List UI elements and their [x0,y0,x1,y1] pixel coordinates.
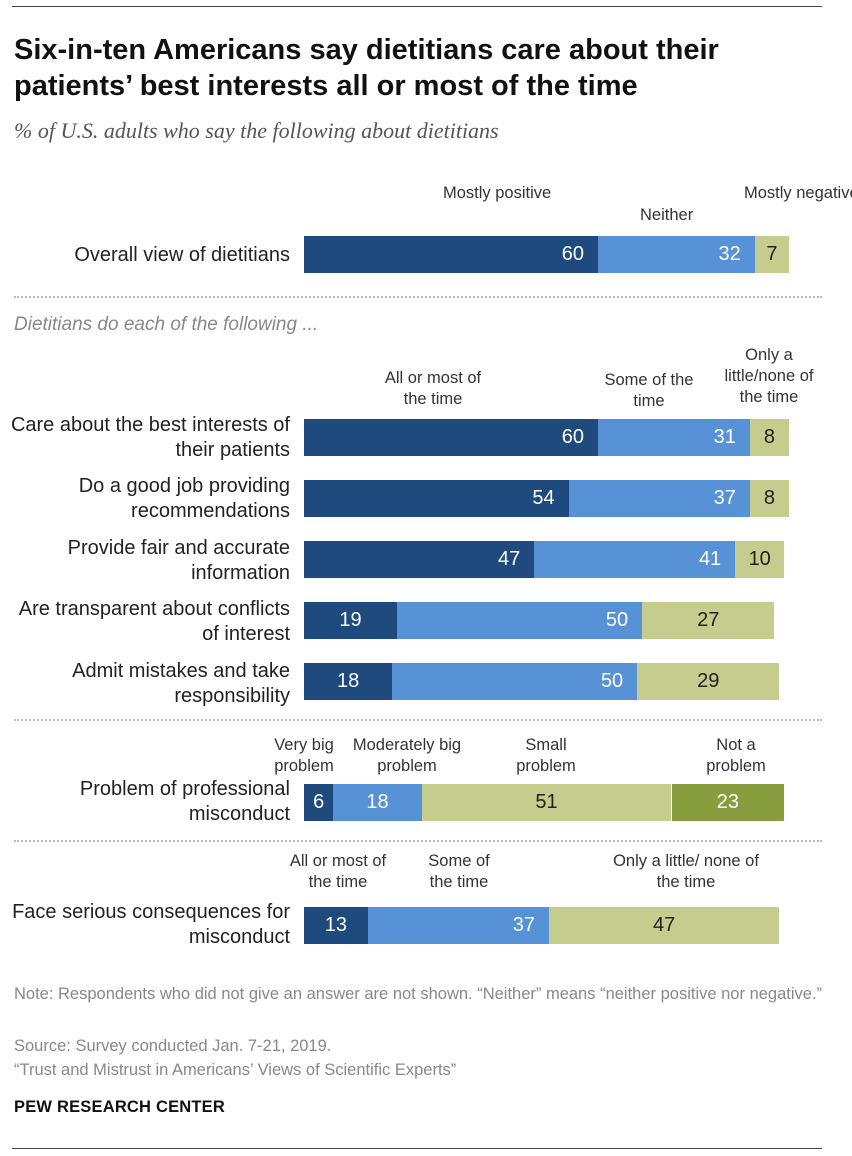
data-label: 60 [561,243,584,265]
row-label-care: Care about the best interests of their p… [10,414,290,461]
chart-subtitle: % of U.S. adults who say the following a… [14,118,499,143]
row-label-overall: Overall view of dietitians [74,244,290,266]
bottom-rule [12,1148,822,1149]
header-some: Some of the time [428,852,490,891]
header-neither: Neither [640,206,694,224]
bar-segment: 7 [754,236,790,273]
bar-segment: 10 [735,541,785,578]
header-all-or-most: All or most of the time [289,852,387,891]
data-label: 18 [336,670,360,692]
source: Source: Survey conducted Jan. 7-21, 2019… [14,1037,332,1055]
note: Note: Respondents who did not give an an… [14,985,823,1003]
header-mostly-negative: Mostly negative [744,184,852,202]
data-label: 47 [653,914,676,936]
bar-segment: 60 [304,419,598,456]
header-not-a-problem: Not a problem [706,736,766,775]
bar-segment: 29 [637,663,780,700]
header-moderately-big: Moderately big problem [352,736,462,775]
brand-logo-text: PEW RESEARCH CENTER [14,1098,225,1116]
bar-segment: 54 [304,480,569,517]
data-label: 29 [697,670,720,692]
data-label: 54 [532,487,555,509]
data-label: 31 [713,426,736,448]
bar-segment: 31 [598,419,750,456]
bar-segment: 51 [421,784,672,821]
chart-title: Six-in-ten Americans say dietitians care… [14,34,719,102]
separator [14,296,822,298]
data-label: 60 [561,426,584,448]
row-label-admit-mistakes: Admit mistakes and take responsibility [72,660,290,707]
bar-segment: 6 [304,784,334,821]
data-label: 50 [605,609,629,631]
header-small: Small problem [516,736,576,775]
header-little-none: Only a little/ none of the time [613,852,759,891]
row-label-misconduct: Problem of professional misconduct [79,778,290,825]
data-label: 37 [713,487,736,509]
separator [14,840,822,842]
bar-segment: 37 [568,480,750,517]
data-label: 8 [763,487,776,509]
data-label: 51 [535,791,558,813]
bar-segment: 8 [749,419,790,456]
bar-segment: 19 [304,602,398,639]
header-some: Some of the time [604,371,694,410]
data-label: 47 [498,548,521,570]
data-label: 8 [763,426,776,448]
data-label: 18 [366,791,389,813]
header-all-or-most: All or most of the time [384,369,482,408]
data-label: 6 [313,791,325,813]
bar-segment: 41 [534,541,736,578]
row-label-transparent: Are transparent about conflicts of inter… [18,598,290,645]
data-label: 50 [600,670,624,692]
bar-segment: 23 [671,784,785,821]
row-label-recommendations: Do a good job providing recommendations [78,475,290,522]
data-label: 41 [698,548,722,570]
bar-segment: 13 [304,907,368,944]
bar-segment: 47 [549,907,780,944]
report-title: “Trust and Mistrust in Americans’ Views … [14,1061,457,1079]
bar-segment: 60 [304,236,598,273]
bar-segment: 50 [392,663,638,700]
bar-segment: 8 [749,480,790,517]
data-label: 37 [512,914,535,936]
bar-segment: 47 [304,541,535,578]
row-label-fair-accurate: Provide fair and accurate information [67,537,290,584]
data-label: 10 [748,548,771,570]
row-label-consequences: Face serious consequences for misconduct [12,901,290,948]
bar-segment: 18 [304,663,393,700]
bar-segment: 32 [598,236,755,273]
data-label: 7 [766,243,778,265]
header-little-none: Only a little/none of the time [724,346,814,406]
header-very-big: Very big problem [274,736,334,775]
bar-segment: 37 [367,907,549,944]
top-rule [12,6,822,7]
data-label: 13 [324,914,347,936]
bar-segment: 50 [397,602,643,639]
section-label: Dietitians do each of the following ... [14,314,319,335]
header-mostly-positive: Mostly positive [443,184,552,202]
bar-segment: 18 [333,784,422,821]
data-label: 23 [716,791,739,813]
data-label: 19 [339,609,362,631]
separator [14,719,822,721]
data-label: 27 [697,609,720,631]
bar-segment: 27 [642,602,775,639]
data-label: 32 [718,243,741,265]
